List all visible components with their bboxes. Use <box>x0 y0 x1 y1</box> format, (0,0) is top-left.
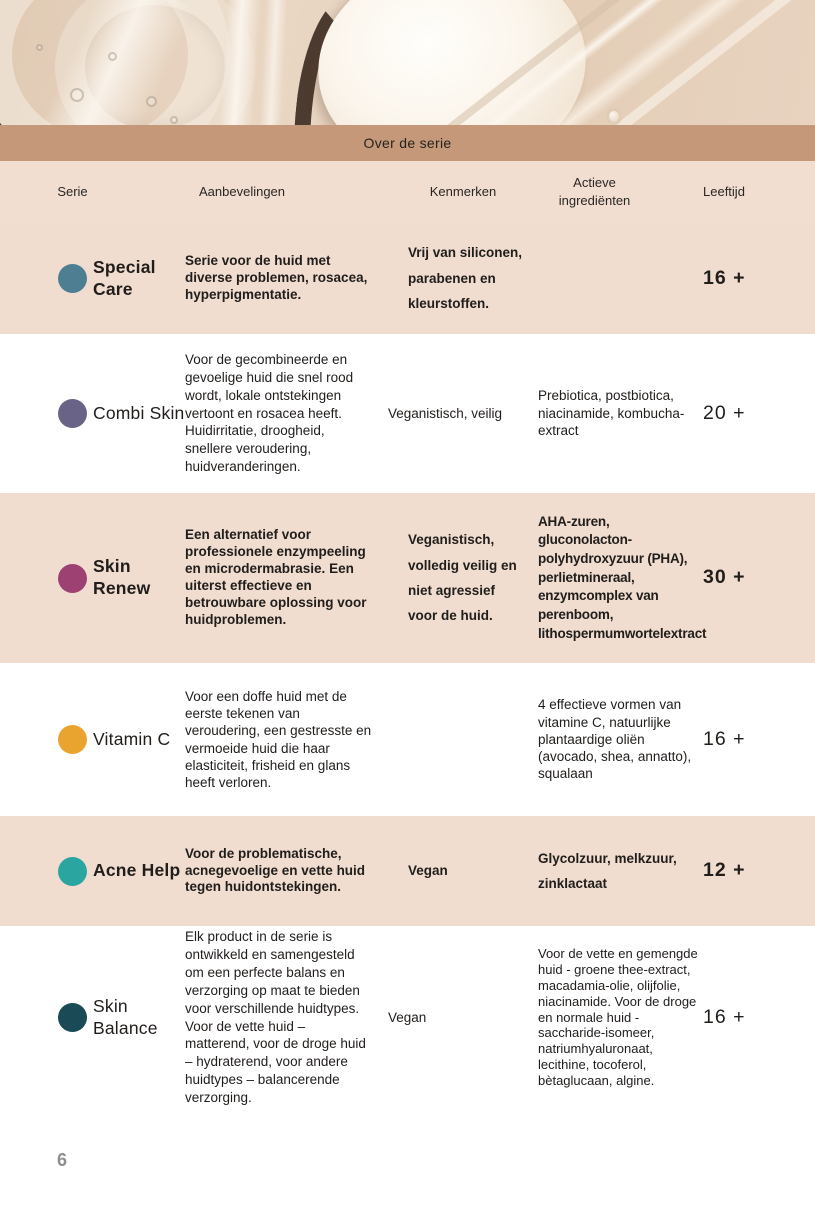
gel-bubble <box>170 116 178 124</box>
series-color-dot <box>58 399 87 428</box>
table-row: Acne Help Voor de problematische, acnege… <box>0 816 815 926</box>
leeftijd-cell: 16 + <box>703 266 746 289</box>
series-name: Special Care <box>93 256 156 299</box>
column-header-serie: Serie <box>57 184 88 200</box>
series-color-dot <box>58 1003 87 1032</box>
aanbevelingen-cell: Elk product in de serie is ontwikkeld en… <box>185 929 366 1105</box>
column-header-aanbevelingen: Aanbevelingen <box>199 184 286 200</box>
gel-bubble <box>108 52 117 61</box>
series-color-dot <box>58 264 87 293</box>
section-banner-title: Over de serie <box>363 135 452 151</box>
table-row: Skin Renew Een alternatief voor professi… <box>0 493 815 663</box>
series-name: Vitamin C <box>93 728 171 749</box>
actieve-ingredienten-cell: Prebiotica, postbiotica, niacinamide, ko… <box>538 387 685 439</box>
gel-droplet <box>606 108 622 125</box>
table-row: Skin Balance Elk product in de serie is … <box>0 926 815 1109</box>
series-name: Combi Skin <box>93 402 185 423</box>
series-color-dot <box>58 563 87 593</box>
hero-cream-smear-photo <box>0 0 815 125</box>
series-name: Acne Help <box>93 860 181 881</box>
actieve-ingredienten-cell: Glycolzuur, melkzuur, zinklactaat <box>538 850 677 891</box>
aanbevelingen-cell: Voor de gecombineerde en gevoelige huid … <box>185 352 354 475</box>
table-row: Vitamin C Voor een doffe huid met de eer… <box>0 663 815 816</box>
column-header-leeftijd: Leeftijd <box>703 184 745 200</box>
leeftijd-cell: 16 + <box>703 1005 746 1028</box>
table-row: Special Care Serie voor de huid met dive… <box>0 223 815 334</box>
kenmerken-cell: Vegan <box>388 1009 427 1025</box>
gel-bubble <box>36 44 43 51</box>
aanbevelingen-cell: Voor de problematische, acnegevoelige en… <box>185 845 366 895</box>
gel-bubble <box>70 88 84 102</box>
leeftijd-cell: 20 + <box>703 401 746 424</box>
gel-bubble <box>146 96 157 107</box>
aanbevelingen-cell: Een alternatief voor professionele enzym… <box>185 527 367 627</box>
leeftijd-cell: 12 + <box>703 859 746 882</box>
kenmerken-cell: Veganistisch, volledig veilig en niet ag… <box>408 532 517 624</box>
leeftijd-cell: 30 + <box>703 566 746 589</box>
kenmerken-cell: Vegan <box>408 863 448 879</box>
aanbevelingen-cell: Serie voor de huid met diverse problemen… <box>185 253 368 302</box>
table-row: Combi Skin Voor de gecombineerde en gevo… <box>0 334 815 493</box>
page-number: 6 <box>57 1150 68 1170</box>
series-color-dot <box>58 725 87 754</box>
actieve-ingredienten-cell: 4 effectieve vormen van vitamine C, natu… <box>538 697 692 782</box>
cream-streak-shape <box>257 0 289 125</box>
cream-dollop-shape <box>305 0 599 125</box>
column-header-kenmerken: Kenmerken <box>429 184 497 200</box>
column-header-actieve-ingredienten: Actieve ingrediënten <box>558 175 631 208</box>
series-name: Skin Renew <box>93 556 151 598</box>
kenmerken-cell: Veganistisch, veilig <box>388 405 503 421</box>
leeftijd-cell: 16 + <box>703 727 746 750</box>
kenmerken-cell: Vrij van siliconen, parabenen en kleurst… <box>408 245 523 312</box>
aanbevelingen-cell: Voor een doffe huid met de eerste tekene… <box>185 688 372 791</box>
actieve-ingredienten-cell: Voor de vette en gemengde huid - groene … <box>538 946 698 1088</box>
series-name: Skin Balance <box>93 995 158 1038</box>
series-color-dot <box>58 856 87 886</box>
actieve-ingredienten-cell: AHA-zuren, gluconolacton-polyhydroxyzuur… <box>538 513 707 641</box>
section-banner: Over de serie <box>0 125 815 161</box>
table-header-row: Serie Aanbevelingen Kenmerken Actieve in… <box>0 161 815 223</box>
